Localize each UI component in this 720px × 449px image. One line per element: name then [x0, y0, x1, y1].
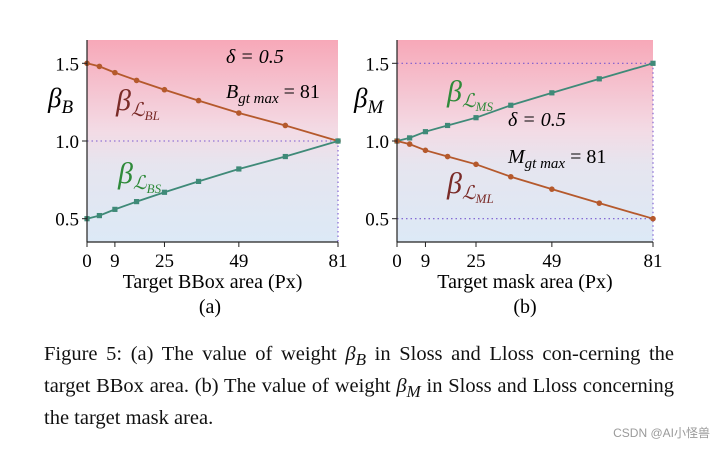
x-tick-label: 9 [110, 251, 120, 272]
series-label-ml: βℒML [446, 167, 494, 206]
data-point-ml [473, 161, 479, 168]
annotation-delta: δ = 0.5 [226, 46, 284, 68]
x-tick-label: 49 [542, 251, 561, 272]
data-point-bl [282, 122, 289, 129]
figure-caption: Figure 5: (a) The value of weight βB in … [44, 341, 674, 432]
data-point-bs [96, 212, 102, 219]
data-point-bl [236, 110, 242, 116]
data-point-bl [112, 69, 118, 76]
annotation-delta: δ = 0.5 [508, 109, 566, 131]
data-point-bs [335, 138, 341, 144]
data-point-ms [473, 115, 479, 121]
x-axis-label: Target BBox area (Px) [123, 271, 303, 293]
y-tick-label: 1.0 [365, 132, 389, 153]
x-axis-label: Target mask area (Px) [437, 271, 612, 293]
data-point-bl [96, 63, 103, 70]
panel-label: (a) [199, 296, 221, 318]
y-tick-label: 0.5 [365, 210, 389, 231]
x-tick-label: 0 [82, 251, 92, 272]
data-point-bs [112, 206, 118, 212]
caption-beta-m: βM [396, 375, 421, 402]
data-point-ml [507, 173, 514, 180]
data-point-ms [549, 90, 555, 96]
plot-background [397, 40, 653, 242]
data-point-ml [650, 215, 656, 222]
y-axis-label: βM [353, 83, 384, 118]
watermark: CSDN @AI小怪兽 [613, 426, 710, 440]
caption-part-1: Figure 5: (a) The value of weight [44, 343, 346, 365]
data-point-bl [195, 97, 202, 104]
data-point-bl [161, 86, 168, 93]
annotation-max: Bgt max = 81 [226, 81, 320, 107]
data-point-bs [282, 153, 288, 160]
data-point-ml [549, 186, 555, 192]
caption-part-2: in Sloss and Lloss con-cerning the targe… [44, 343, 674, 398]
caption-beta-b: βB [345, 343, 367, 370]
data-point-ml [596, 200, 603, 206]
data-point-bl [133, 77, 140, 84]
data-point-ms [422, 129, 429, 135]
data-point-ms [650, 60, 656, 66]
chart-panel-b: 0 9 25 49 81 0.5 1.0 1.5 Target mask area (Px) (b… [353, 40, 663, 318]
caption-part-3: in Sloss and Lloss concerning the target… [44, 375, 675, 430]
x-tick-label: 25 [467, 251, 486, 272]
chart-panel-a: 0 9 25 49 81 0.5 1.0 1.5 Target BBox area (Px) (a… [47, 40, 348, 318]
data-point-ms [508, 102, 514, 108]
data-point-ms [407, 135, 413, 141]
panel-label: (b) [513, 296, 536, 318]
y-tick-label: 1.5 [365, 54, 389, 75]
data-point-ml [406, 141, 413, 147]
x-tick-label: 81 [329, 251, 348, 272]
data-point-ms [596, 76, 602, 82]
data-point-ml [444, 153, 451, 160]
x-tick-label: 81 [644, 251, 663, 272]
series-label-bl: βℒBL [115, 84, 160, 123]
data-point-bs [161, 189, 168, 195]
series-label-bs: βℒBS [117, 157, 162, 196]
x-tick-label: 49 [229, 251, 248, 272]
x-tick-label: 0 [392, 251, 402, 272]
data-point-bs [133, 199, 140, 205]
x-tick-label: 25 [155, 251, 174, 272]
y-axis-label: βB [47, 83, 73, 118]
x-tick-label: 9 [421, 251, 431, 272]
data-point-ml [422, 147, 429, 154]
data-point-bs [236, 166, 242, 172]
series-label-ms: βℒMS [446, 75, 493, 114]
y-tick-label: 0.5 [55, 210, 79, 231]
y-tick-label: 1.0 [55, 132, 79, 153]
data-point-bs [195, 178, 202, 184]
y-tick-label: 1.5 [55, 54, 79, 75]
annotation-max: Mgt max = 81 [507, 146, 606, 172]
data-point-ms [444, 122, 451, 129]
plot-background [87, 40, 338, 242]
